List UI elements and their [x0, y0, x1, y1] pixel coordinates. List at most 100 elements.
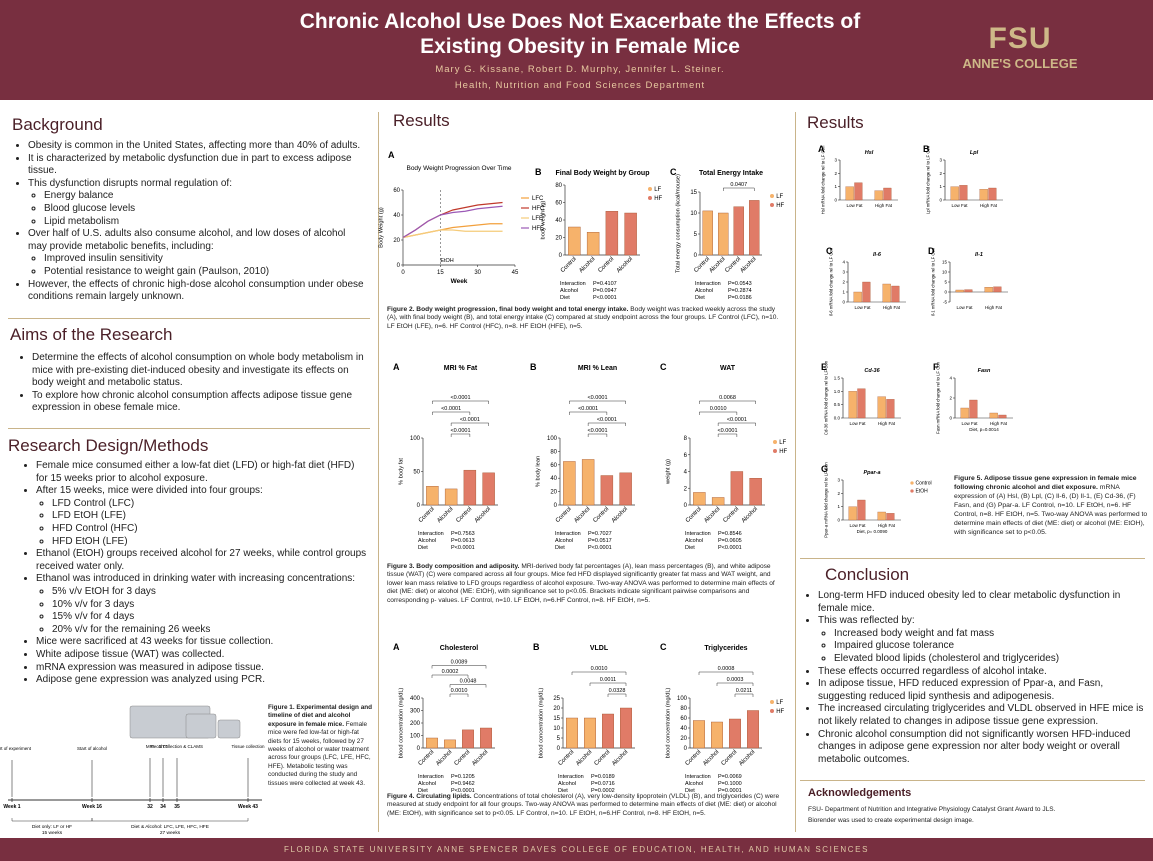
caption-title: Figure 1. Experimental design and timeli… [268, 704, 373, 728]
bracket [449, 693, 469, 697]
y-tick-label: 2 [684, 486, 688, 492]
event-label: Tissue collection [231, 744, 265, 749]
week-label: 34 [160, 804, 166, 810]
bar [886, 399, 895, 419]
y-tick-label: 0 [559, 253, 563, 259]
x-tick-label: Control [418, 506, 436, 524]
bar [877, 396, 886, 419]
bracket [723, 187, 755, 191]
sub-bullet: HFD EtOH (LFE) [52, 536, 367, 549]
bar [857, 388, 866, 419]
bracket [699, 411, 738, 415]
y-tick-label: 0 [557, 746, 561, 752]
y-tick-label: 8 [684, 436, 688, 442]
bar [862, 281, 871, 303]
legend-label: HFE [532, 226, 544, 232]
bracket-label: <0.0001 [460, 417, 480, 423]
bracket [607, 693, 627, 697]
y-tick-label: 0 [694, 253, 698, 259]
legend-swatch [770, 700, 774, 704]
y-tick-label: 0 [837, 518, 840, 523]
line [402, 223, 503, 239]
bar [984, 287, 993, 293]
sub-bullet: Lipid metabolism [44, 216, 364, 229]
figure-caption: Figure 3. Body composition and adiposity… [387, 563, 787, 605]
stat-name: Diet [555, 545, 565, 551]
panel-title: Il-1 [975, 252, 983, 258]
stat-name: Diet [560, 295, 570, 301]
bullet: White adipose tissue (WAT) was collected… [36, 649, 367, 662]
x-tick-label: Control [455, 506, 473, 524]
x-tick-label: Alcohol [616, 256, 634, 274]
y-tick-label: 10 [942, 270, 948, 275]
bracket-label: 0.0068 [719, 395, 736, 401]
x-tick-label: Low Fat [961, 421, 978, 426]
phase-bracket [91, 818, 249, 822]
stat: Diet, p= 0.0090 [857, 529, 888, 534]
bracket-label: <0.0001 [597, 417, 617, 423]
y-axis-label: Body Weight (g) [379, 207, 385, 248]
legend-swatch [770, 194, 774, 198]
y-tick-label: 0.5 [834, 402, 841, 407]
panel-letter: B [533, 642, 540, 652]
caption-title: Figure 2. Body weight progression, final… [387, 306, 629, 313]
stat-name: Interaction [555, 531, 581, 537]
stat-name: Interaction [418, 774, 444, 780]
sub-list: 5% v/v EtOH for 3 days10% v/v for 3 days… [36, 586, 367, 636]
panel-letter: C [670, 167, 677, 177]
x-tick-label: Alcohol [611, 506, 629, 524]
x-tick-label: Low Fat [951, 203, 968, 208]
divider [8, 318, 370, 319]
bar [989, 412, 998, 419]
y-tick-label: 0 [397, 263, 401, 269]
y-tick-label: 20 [553, 706, 560, 712]
bar [853, 291, 862, 303]
x-tick-label: Alcohol [578, 256, 596, 274]
y-tick-label: 200 [410, 721, 421, 727]
x-tick-label: Control [684, 749, 702, 767]
x-tick-label: Alcohol [474, 506, 492, 524]
stat-value: P=0.0002 [591, 788, 615, 794]
x-tick-label: Low Fat [854, 305, 871, 310]
panel-letter: F [933, 362, 939, 372]
y-tick-label: 80 [550, 449, 557, 455]
title-line: Chronic Alcohol Use Does Not Exacerbate … [299, 10, 861, 33]
bracket [717, 433, 738, 437]
legend-swatch [910, 481, 914, 485]
sub-bullet: Increased body weight and fat mass [834, 628, 1144, 641]
panel-title: Total Energy Intake [699, 170, 763, 177]
stat-value: P<0.0001 [588, 545, 612, 551]
y-tick-label: 2 [949, 396, 952, 401]
aims-list: Determine the effects of alcohol consump… [18, 352, 368, 415]
figure-caption: Figure 2. Body weight progression, final… [387, 306, 787, 331]
bar [711, 497, 725, 506]
legend-label: HFC [532, 206, 545, 212]
bar [584, 717, 596, 749]
bar [891, 285, 900, 303]
stat-name: Alcohol [555, 538, 573, 544]
y-tick-label: 300 [410, 709, 421, 715]
bar [586, 232, 600, 256]
legend-swatch [648, 196, 652, 200]
phase-label: Diet only: LF or HF [32, 824, 72, 830]
stat-value: P=0.0186 [728, 295, 752, 301]
bullet: Long-term HFD induced obesity led to cle… [818, 590, 1144, 615]
bracket [432, 400, 489, 404]
y-tick-label: 2 [939, 171, 942, 176]
phase-label: Diet & Alcohol: LFC, LFE, HFC, HFE [131, 824, 209, 830]
bracket [571, 671, 627, 675]
header-band [0, 0, 1153, 100]
y-tick-label: 0 [944, 290, 947, 295]
panel-letter: A [818, 144, 825, 154]
x-tick-label: High Fat [875, 203, 893, 208]
bracket [432, 411, 471, 415]
bullet-text: After 15 weeks, mice were divided into f… [36, 485, 263, 497]
y-axis-label: weight (g) [666, 459, 672, 485]
sub-bullet: 20% v/v for the remaining 26 weeks [52, 624, 367, 637]
event-label: GTT [159, 744, 168, 749]
phase-duration: 15 weeks [42, 830, 63, 836]
y-tick-label: 0 [417, 503, 421, 509]
y-tick-label: 50 [413, 470, 420, 476]
week-label: Week 16 [82, 804, 102, 810]
